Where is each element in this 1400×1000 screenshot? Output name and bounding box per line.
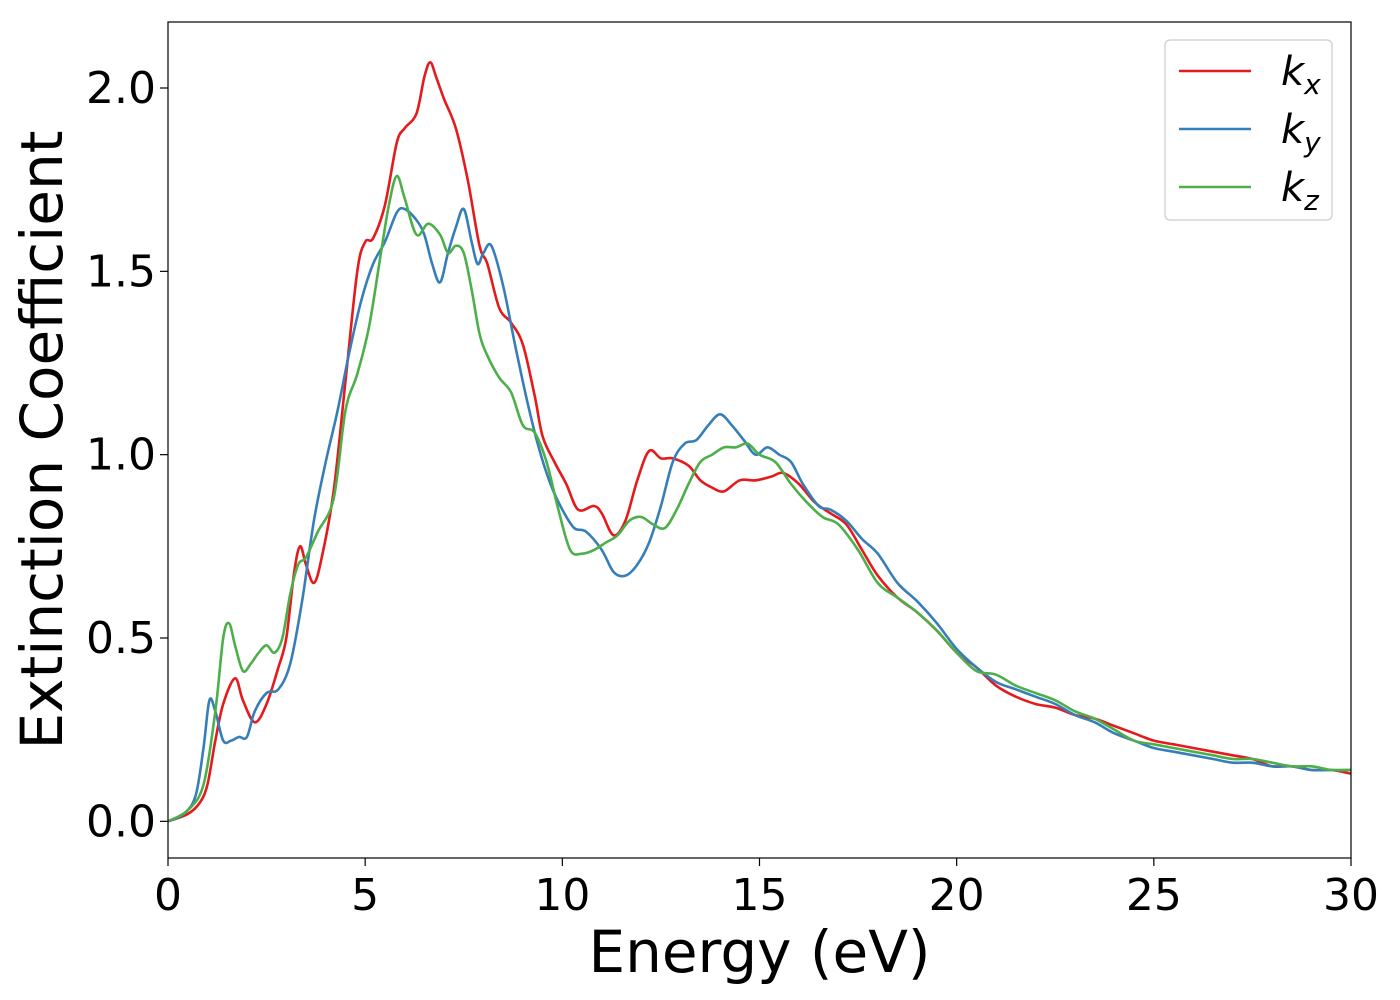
y-axis-title: Extinction Coefficient — [8, 131, 76, 750]
legend-label-x: kx — [1281, 49, 1321, 101]
x-tick-label: 0 — [154, 870, 182, 921]
series-line-z — [168, 174, 1351, 823]
x-axis-title: Energy (eV) — [588, 918, 930, 986]
y-tick-label: 1.5 — [86, 246, 156, 297]
x-tick-label: 15 — [732, 870, 788, 921]
x-tick-label: 20 — [929, 870, 985, 921]
series-lines — [168, 61, 1351, 823]
y-tick-label: 0.0 — [86, 796, 156, 847]
legend-label-y: ky — [1281, 107, 1321, 159]
y-tick-label: 2.0 — [86, 63, 156, 114]
x-axis: 0 5 10 15 20 25 30 — [154, 858, 1379, 921]
series-line-y — [168, 206, 1351, 823]
x-tick-label: 10 — [534, 870, 590, 921]
y-tick-label: 0.5 — [86, 613, 156, 664]
y-axis: 0.0 0.5 1.0 1.5 2.0 — [86, 63, 168, 847]
x-tick-label: 5 — [351, 870, 379, 921]
y-tick-label: 1.0 — [86, 430, 156, 481]
series-line-x — [168, 61, 1351, 823]
legend-label-z: kz — [1281, 165, 1320, 217]
x-tick-label: 30 — [1323, 870, 1379, 921]
legend: kx ky kz — [1164, 39, 1333, 221]
x-tick-label: 25 — [1126, 870, 1182, 921]
